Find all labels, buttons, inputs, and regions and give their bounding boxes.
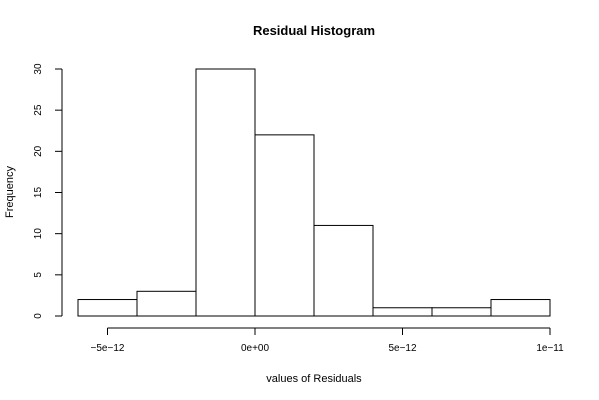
- histogram-bar: [431, 307, 492, 317]
- y-tick-label: 15: [33, 187, 44, 199]
- x-tick-label: 0e+00: [241, 343, 270, 354]
- y-tick-label: 25: [33, 104, 44, 116]
- histogram-bar: [372, 307, 433, 317]
- y-tick-label: 20: [33, 145, 44, 157]
- histogram-bar: [490, 299, 551, 317]
- x-tick-label: −5e−12: [91, 343, 125, 354]
- x-tick-label: 1e−11: [536, 343, 564, 354]
- y-tick-label: 30: [33, 63, 44, 75]
- y-tick-label: 0: [33, 313, 44, 319]
- histogram-bar: [195, 68, 256, 317]
- x-axis-label: values of Residuals: [266, 373, 362, 385]
- y-tick-label: 5: [33, 272, 44, 278]
- y-tick-label: 10: [33, 228, 44, 240]
- x-tick-label: 5e−12: [388, 343, 417, 354]
- y-axis-label: Frequency: [4, 166, 16, 218]
- chart-title: Residual Histogram: [253, 23, 375, 38]
- histogram-bar: [77, 299, 138, 317]
- histogram-bar: [313, 224, 374, 317]
- y-axis: 0 5 10 15 20 25 30: [33, 63, 63, 319]
- x-axis: −5e−12 0e+00 5e−12 1e−11: [91, 327, 564, 354]
- histogram-bar: [136, 290, 197, 317]
- histogram-bars: [77, 68, 551, 317]
- histogram-bar: [254, 134, 315, 317]
